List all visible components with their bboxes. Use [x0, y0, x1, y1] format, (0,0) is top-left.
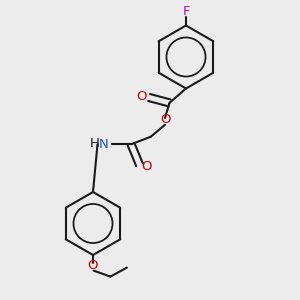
- Text: N: N: [98, 137, 108, 151]
- Text: O: O: [136, 90, 147, 103]
- Text: F: F: [182, 5, 190, 18]
- Text: H: H: [90, 136, 100, 150]
- Text: O: O: [142, 160, 152, 173]
- Text: O: O: [161, 113, 171, 126]
- Text: O: O: [88, 259, 98, 272]
